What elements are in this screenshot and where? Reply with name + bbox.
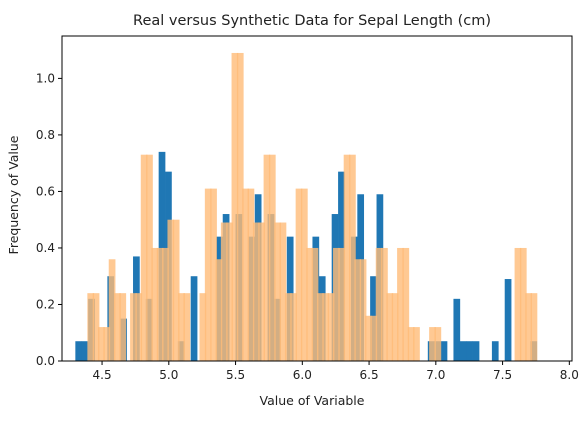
bar-series-2 [263, 154, 271, 361]
x-tick-label: 8.0 [560, 368, 579, 382]
x-tick-label: 5.0 [159, 368, 178, 382]
chart-title: Real versus Synthetic Data for Sepal Len… [133, 13, 491, 29]
plot-frame [61, 35, 573, 362]
bar-series-2 [114, 293, 121, 361]
bar-series-1 [466, 341, 473, 361]
x-tick-label: 4.5 [93, 368, 112, 382]
bar-series-2 [343, 154, 351, 361]
y-tick-label: 0.4 [36, 241, 55, 255]
bar-series-2 [322, 293, 330, 361]
bar-series-2 [258, 222, 265, 361]
bar-series-2 [407, 327, 415, 361]
bar-series-2 [252, 222, 260, 361]
bar-series-2 [183, 293, 191, 361]
bar-series-2 [397, 247, 404, 361]
bar-series-2 [268, 154, 276, 361]
y-tick-label: 1.0 [36, 71, 55, 85]
bar-series-2 [204, 188, 212, 361]
x-tick-label: 6.0 [293, 368, 312, 382]
bar-series-1 [75, 341, 83, 361]
x-axis: 4.5 5.0 5.5 6.0 6.5 7.0 7.5 8.0 [93, 361, 579, 382]
bar-series-2 [514, 247, 522, 361]
bar-series-2 [247, 188, 255, 361]
bars-layer [75, 52, 538, 362]
bar-series-2 [92, 293, 100, 361]
bar-series-2 [391, 293, 399, 361]
bar-series-2 [359, 259, 367, 361]
bar-series-2 [413, 327, 420, 361]
bar-series-2 [236, 52, 244, 362]
x-axis-label: Value of Variable [260, 393, 365, 408]
bar-series-2 [290, 293, 298, 361]
bar-series-2 [327, 293, 335, 361]
bar-series-2 [172, 219, 180, 361]
bar-series-2 [146, 154, 153, 361]
bar-series-2 [108, 259, 116, 361]
y-axis: 0.0 0.2 0.4 0.6 0.8 1.0 [36, 71, 62, 368]
bar-series-2 [434, 327, 442, 361]
bar-series-2 [402, 247, 410, 361]
bar-series-2 [333, 247, 340, 361]
bar-series-2 [284, 293, 292, 361]
bar-series-2 [167, 219, 175, 361]
bar-series-2 [135, 293, 143, 361]
bar-series-2 [103, 327, 111, 361]
bar-series-2 [365, 315, 372, 361]
bar-series-2 [130, 293, 137, 361]
y-tick-label: 0.0 [36, 354, 55, 368]
bar-series-2 [317, 293, 324, 361]
bar-series-2 [530, 293, 538, 361]
bar-series-2 [370, 315, 378, 361]
bar-series-2 [220, 222, 228, 361]
bar-series-2 [215, 259, 223, 361]
bar-series-2 [98, 327, 105, 361]
bar-series-1 [491, 341, 499, 361]
bar-series-2 [151, 247, 159, 361]
bar-series-2 [87, 293, 95, 361]
x-tick-label: 7.5 [493, 368, 512, 382]
y-tick-label: 0.8 [36, 128, 55, 142]
bar-series-2 [295, 188, 303, 361]
bar-series-2 [338, 247, 346, 361]
bar-series-2 [519, 247, 527, 361]
bar-series-1 [440, 341, 448, 361]
bar-series-1 [453, 298, 461, 361]
bar-series-2 [349, 154, 356, 361]
bar-series-2 [525, 293, 532, 361]
bar-series-2 [381, 247, 388, 361]
bar-series-1 [81, 341, 89, 361]
bar-series-2 [274, 222, 281, 361]
bar-series-2 [231, 52, 239, 362]
bar-series-2 [279, 222, 287, 361]
bar-series-2 [178, 293, 185, 361]
bar-series-2 [375, 247, 383, 361]
x-tick-label: 5.5 [226, 368, 245, 382]
bar-series-2 [156, 247, 164, 361]
bar-series-2 [199, 293, 207, 361]
bar-series-2 [140, 154, 148, 361]
bar-series-2 [354, 259, 362, 361]
bar-series-2 [429, 327, 436, 361]
bar-series-1 [472, 341, 480, 361]
bar-series-1 [190, 276, 198, 361]
y-tick-label: 0.6 [36, 184, 55, 198]
x-tick-label: 6.5 [360, 368, 379, 382]
bar-series-2 [386, 293, 394, 361]
bar-series-2 [226, 222, 233, 361]
x-tick-label: 7.0 [426, 368, 445, 382]
bar-series-2 [306, 247, 314, 361]
bar-series-2 [242, 188, 249, 361]
bar-series-2 [119, 293, 127, 361]
bar-series-2 [311, 247, 319, 361]
bar-series-2 [210, 188, 217, 361]
bar-series-1 [504, 279, 512, 361]
bar-series-2 [300, 188, 308, 361]
bar-series-2 [162, 247, 169, 361]
bar-series-1 [459, 341, 467, 361]
y-axis-label: Frequency of Value [6, 135, 21, 254]
y-tick-label: 0.2 [36, 297, 55, 311]
